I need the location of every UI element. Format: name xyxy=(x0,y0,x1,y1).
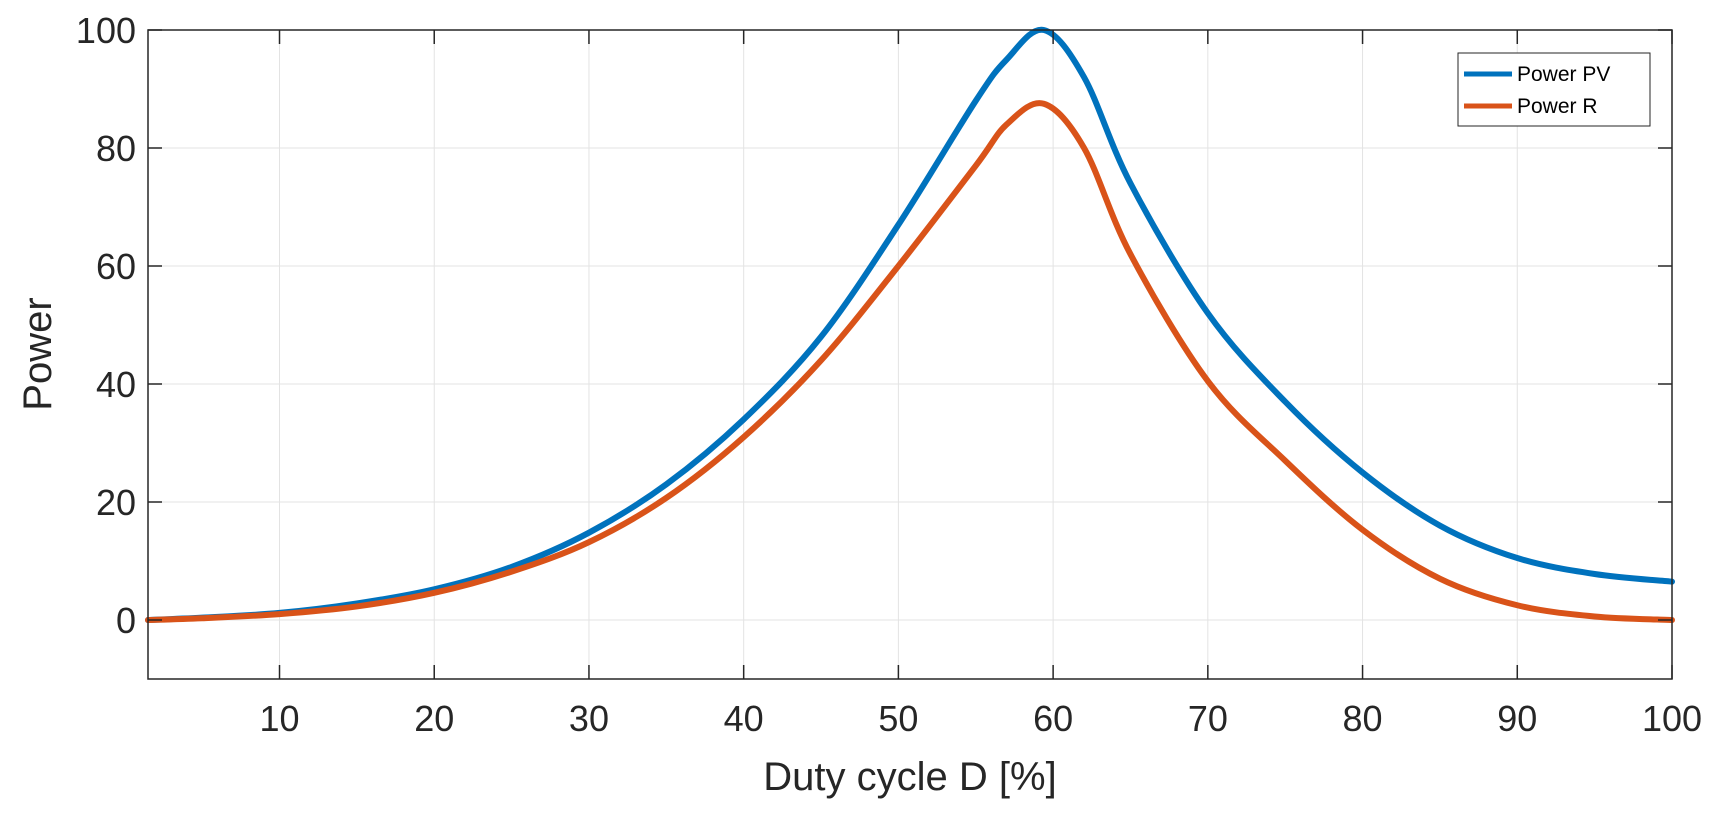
y-tick-label: 20 xyxy=(96,482,136,523)
legend: Power PV Power R xyxy=(1457,52,1651,127)
legend-label-power-pv: Power PV xyxy=(1517,63,1610,86)
legend-box xyxy=(1457,52,1651,127)
plot-frame xyxy=(147,29,1673,680)
plot-background xyxy=(148,30,1672,679)
x-tick-label: 20 xyxy=(414,698,454,739)
y-tick-label: 100 xyxy=(76,10,136,51)
series-lines xyxy=(145,26,1675,623)
x-tick-label: 80 xyxy=(1343,698,1383,739)
y-axis-title: Power xyxy=(16,297,60,410)
x-tick-label: 60 xyxy=(1033,698,1073,739)
x-tick-label: 40 xyxy=(724,698,764,739)
x-tick-label: 70 xyxy=(1188,698,1228,739)
series-line-power-r xyxy=(145,100,1675,623)
axis-ticks: 10 20 30 40 50 60 70 80 90 100 0 20 40 60 80 100 xyxy=(76,10,1702,739)
x-tick-label: 10 xyxy=(259,698,299,739)
x-tick-label: 100 xyxy=(1642,698,1702,739)
series-line-power-pv xyxy=(145,26,1675,623)
x-axis-title: Duty cycle D [%] xyxy=(763,755,1056,799)
legend-label-power-r: Power R xyxy=(1517,95,1598,118)
y-tick-label: 60 xyxy=(96,246,136,287)
y-tick-label: 40 xyxy=(96,364,136,405)
y-tick-label: 0 xyxy=(116,600,136,641)
x-tick-label: 50 xyxy=(878,698,918,739)
x-tick-label: 90 xyxy=(1497,698,1537,739)
y-tick-label: 80 xyxy=(96,128,136,169)
x-tick-label: 30 xyxy=(569,698,609,739)
